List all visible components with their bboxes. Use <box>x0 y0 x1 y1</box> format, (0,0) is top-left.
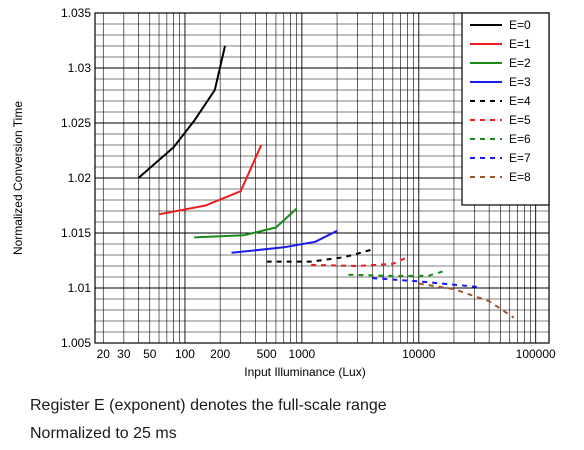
x-tick-label: 500 <box>257 347 277 361</box>
x-tick-label: 20 <box>97 347 111 361</box>
y-tick-label: 1.01 <box>68 281 92 295</box>
legend-label: E=8 <box>509 170 531 184</box>
normalization-note: Normalized to 25 ms <box>30 425 177 442</box>
y-tick-labels: 1.005 1.01 1.015 1.02 1.025 1.03 1.035 <box>61 6 91 350</box>
x-tick-label: 10000 <box>402 347 436 361</box>
series-line-e8 <box>418 282 515 319</box>
x-axis-label: Input Illuminance (Lux) <box>244 365 365 379</box>
legend-label: E=2 <box>509 56 531 70</box>
legend-items: E=0 E=1 E=2 E=3 E=4 E=5 E=6 E=7 E=8 <box>470 18 531 184</box>
legend-label: E=7 <box>509 151 531 165</box>
y-axis-label: Normalized Conversion Time <box>11 101 25 255</box>
x-tick-label: 200 <box>210 347 230 361</box>
x-tick-labels: 20 30 50 100 200 500 1000 10000 100000 <box>97 347 556 361</box>
y-tick-label: 1.025 <box>61 116 91 130</box>
series-line-e1 <box>158 144 263 216</box>
grid <box>95 12 549 344</box>
series-group <box>137 45 515 319</box>
series-line-e2 <box>194 208 298 239</box>
series-line-e4 <box>266 248 373 263</box>
series-line-e3 <box>231 229 338 254</box>
series-line-e5 <box>311 256 408 267</box>
legend: E=0 E=1 E=2 E=3 E=4 E=5 E=6 E=7 E=8 <box>461 12 550 206</box>
series-line-e6 <box>348 270 443 277</box>
legend-label: E=1 <box>509 37 531 51</box>
series-line-e0 <box>137 45 226 179</box>
y-tick-label: 1.015 <box>61 226 91 240</box>
chart: 20 30 50 100 200 500 1000 10000 100000 1.005 1.01… <box>11 6 556 379</box>
x-tick-label: 1000 <box>289 347 316 361</box>
y-tick-label: 1.02 <box>68 171 92 185</box>
legend-label: E=6 <box>509 132 531 146</box>
series-line-e7 <box>372 277 478 288</box>
y-tick-label: 1.03 <box>68 61 92 75</box>
range-note: Register E (exponent) denotes the full-s… <box>30 397 387 414</box>
legend-label: E=3 <box>509 75 531 89</box>
legend-label: E=5 <box>509 113 531 127</box>
legend-label: E=0 <box>509 18 531 32</box>
x-tick-label: 100000 <box>516 347 556 361</box>
legend-box <box>461 12 550 206</box>
x-tick-label: 100 <box>175 347 195 361</box>
y-tick-label: 1.005 <box>61 336 91 350</box>
x-tick-label: 50 <box>143 347 157 361</box>
y-tick-label: 1.035 <box>61 6 91 20</box>
x-tick-label: 30 <box>117 347 131 361</box>
legend-label: E=4 <box>509 94 531 108</box>
